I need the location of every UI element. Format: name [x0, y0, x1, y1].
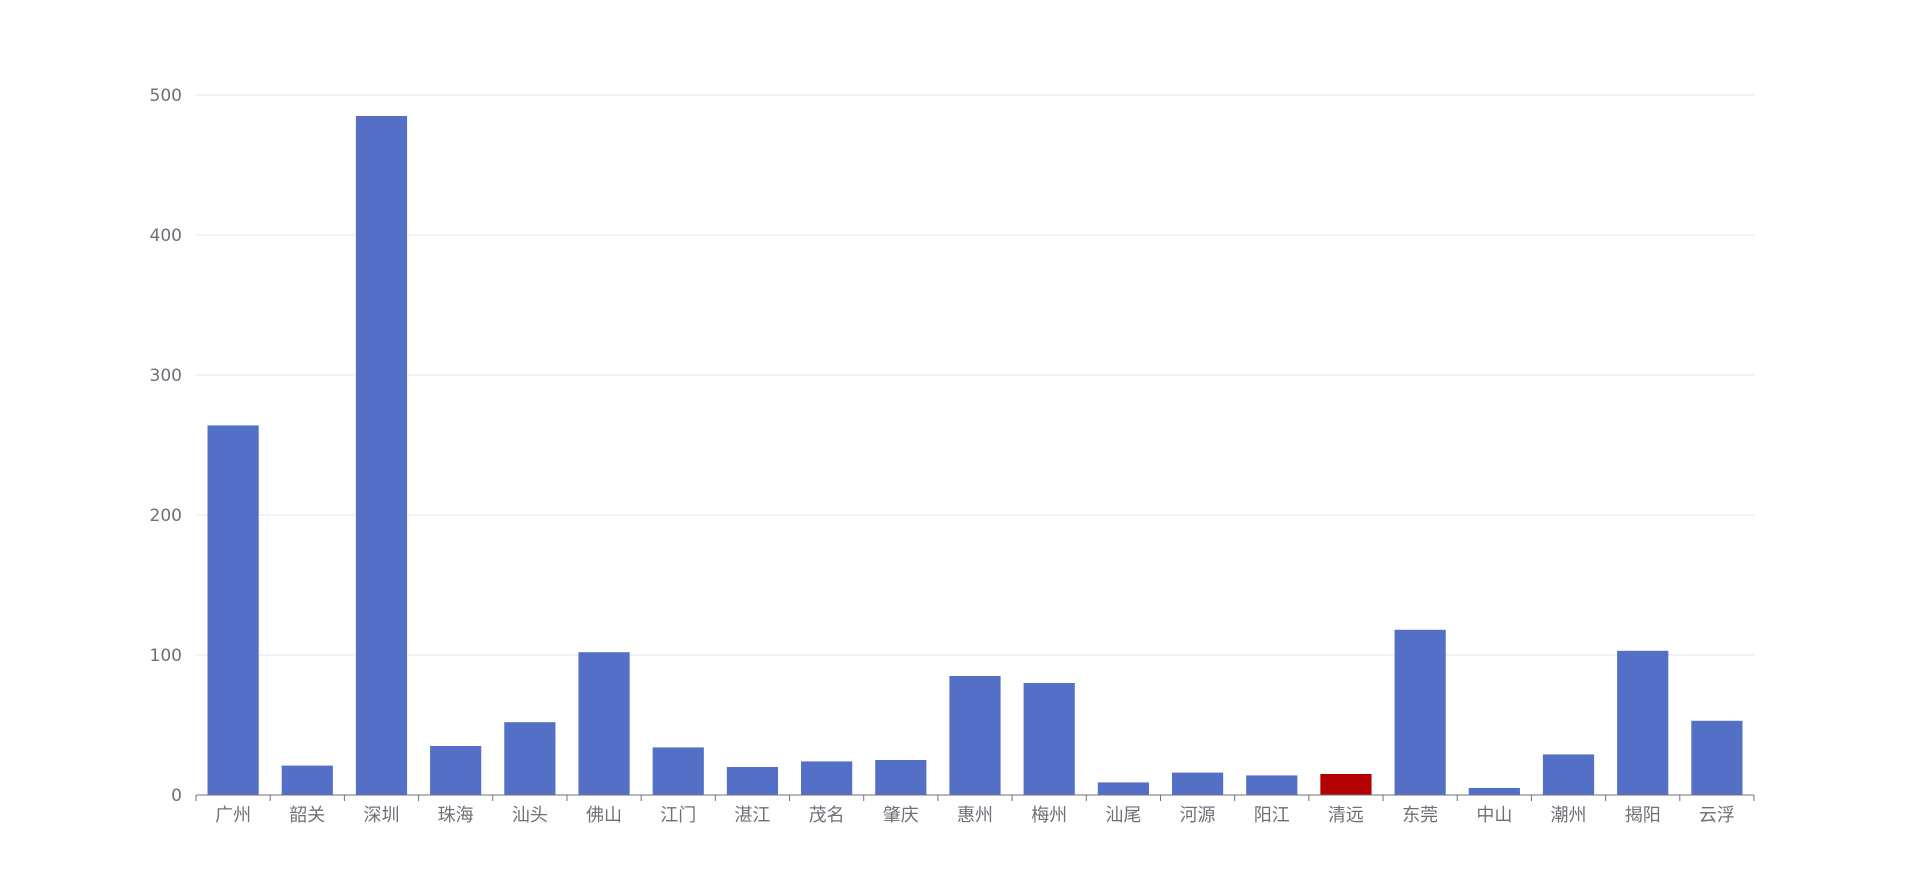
x-tick-label: 潮州	[1551, 805, 1587, 826]
x-tick-label: 梅州	[1031, 805, 1067, 826]
y-tick-label: 0	[171, 786, 182, 806]
bar-21[interactable]	[1691, 720, 1743, 795]
x-tick-label: 佛山	[586, 805, 622, 826]
x-tick-label: 肇庆	[883, 805, 919, 826]
bar-5[interactable]	[504, 722, 556, 795]
bar-1[interactable]	[207, 425, 259, 795]
bar-18[interactable]	[1468, 788, 1520, 795]
x-tick-label: 揭阳	[1625, 805, 1661, 826]
bar-14[interactable]	[1171, 772, 1224, 795]
x-tick-label: 云浮	[1699, 805, 1735, 826]
y-tick-label: 200	[150, 506, 182, 526]
x-tick-label: 湛江	[734, 805, 770, 826]
x-tick-label: 江门	[660, 805, 696, 826]
bar-7[interactable]	[652, 747, 704, 795]
bar-8[interactable]	[726, 767, 779, 795]
bar-16[interactable]	[1320, 774, 1372, 795]
bar-2[interactable]	[281, 765, 333, 795]
grid-lines	[196, 94, 1754, 656]
axes	[195, 794, 1755, 801]
y-tick-label: 400	[150, 226, 182, 246]
bar-6[interactable]	[578, 652, 630, 795]
bar-4[interactable]	[430, 746, 482, 795]
bar-17[interactable]	[1394, 629, 1446, 795]
x-tick-label: 东莞	[1402, 805, 1438, 826]
x-tick-label: 阳江	[1254, 805, 1290, 826]
bar-20[interactable]	[1617, 650, 1669, 795]
bar-13[interactable]	[1097, 782, 1149, 795]
x-tick-label: 珠海	[438, 805, 474, 826]
bar-11[interactable]	[949, 676, 1001, 795]
bars	[207, 116, 1743, 795]
bar-15[interactable]	[1246, 775, 1298, 795]
bar-3[interactable]	[355, 116, 408, 795]
bar-12[interactable]	[1023, 683, 1075, 795]
x-tick-label: 汕头	[512, 805, 548, 826]
x-tick-label: 惠州	[957, 805, 993, 826]
bar-9[interactable]	[801, 761, 853, 795]
x-tick-label: 广州	[215, 805, 251, 826]
x-axis-labels: 广州 韶关 深圳 珠海 汕头 佛山 江门 湛江 茂名 肇庆 惠州 梅州 汕尾 河源 阳江 清远 东莞 中山 潮州 揭阳…	[215, 805, 1735, 826]
x-tick-label: 河源	[1180, 805, 1216, 826]
x-tick-label: 汕尾	[1105, 805, 1141, 826]
y-tick-label: 100	[150, 646, 182, 666]
y-tick-label: 300	[150, 366, 182, 386]
x-tick-label: 深圳	[363, 805, 399, 826]
bar-10[interactable]	[875, 760, 927, 795]
bar-19[interactable]	[1542, 754, 1595, 795]
x-tick-label: 中山	[1476, 805, 1512, 826]
y-tick-label: 500	[150, 86, 182, 106]
x-tick-label: 韶关	[289, 805, 325, 826]
x-tick-label: 清远	[1328, 805, 1364, 826]
x-tick-label: 茂名	[809, 805, 845, 826]
y-axis-labels: 0 100 200 300 400 500	[150, 86, 182, 806]
